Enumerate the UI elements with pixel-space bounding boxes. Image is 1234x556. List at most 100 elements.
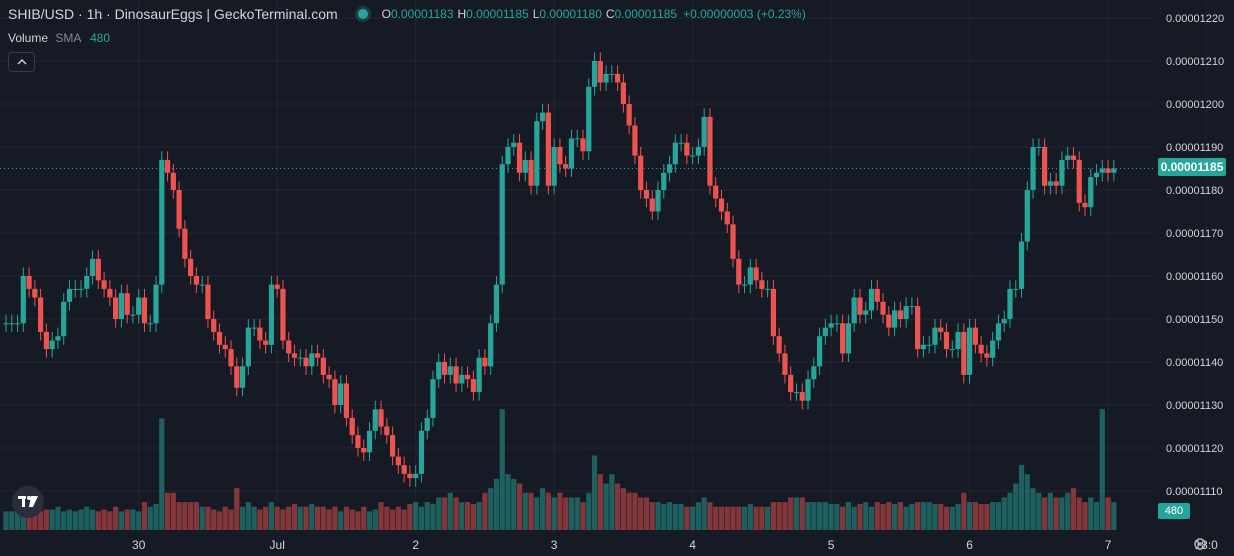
candle-body: [886, 314, 892, 328]
candle-body: [661, 172, 667, 190]
candle-body: [95, 258, 101, 281]
time-tick-label: 2: [412, 538, 419, 552]
candle-body: [891, 310, 898, 328]
volume-bar: [211, 509, 217, 530]
volume-bar: [886, 502, 892, 530]
collapse-legend-button[interactable]: [8, 52, 35, 72]
volume-bar: [1059, 497, 1065, 530]
candle-body: [176, 190, 182, 229]
candle-body: [736, 258, 742, 285]
volume-ma-type: SMA: [55, 31, 81, 45]
volume-bar: [626, 492, 632, 530]
volume-bar: [932, 503, 938, 530]
candle-body: [707, 116, 713, 186]
candle-body: [1093, 172, 1100, 178]
volume-bar: [453, 497, 459, 530]
volume-bar: [707, 502, 713, 530]
candle-body: [251, 327, 257, 329]
candle-body: [718, 198, 725, 212]
candle-body: [1042, 147, 1048, 186]
volume-bar: [61, 511, 67, 530]
volume-bar: [574, 497, 580, 530]
candle-body: [199, 284, 205, 286]
candle-body: [268, 284, 275, 345]
candle-body: [505, 147, 511, 165]
volume-bar: [274, 506, 280, 530]
candle-body: [493, 284, 500, 324]
volume-bar: [1082, 502, 1088, 530]
volume-bar: [955, 503, 961, 530]
volume-bar: [84, 506, 90, 530]
candle-body: [995, 323, 1002, 341]
candle-body: [436, 362, 442, 380]
candle-body: [1053, 181, 1059, 186]
candle-body: [528, 159, 534, 186]
volume-bar: [730, 506, 736, 530]
candle-body: [1065, 155, 1071, 160]
volume-bar: [66, 509, 73, 530]
volume-bar: [314, 506, 321, 530]
candle-body: [713, 185, 719, 199]
volume-bar: [765, 506, 771, 530]
candle-body: [372, 409, 378, 431]
candle-body: [430, 379, 436, 418]
candle-body: [730, 224, 736, 259]
price-tick-label: 0.00001140: [1166, 357, 1223, 369]
low-value: L0.00001180: [532, 7, 602, 21]
candle-body: [338, 383, 344, 405]
candle-body: [966, 327, 973, 375]
volume-bar: [1042, 497, 1048, 530]
candle-body: [880, 301, 886, 315]
candle-body: [66, 288, 73, 302]
volume-bar: [182, 502, 188, 530]
volume-ma-length: 480: [90, 31, 111, 45]
chevron-up-icon: [17, 59, 26, 65]
gear-icon[interactable]: [1192, 536, 1208, 552]
volume-bar: [736, 506, 742, 530]
candle-body: [1099, 168, 1105, 173]
volume-bar: [418, 506, 425, 530]
price-tick-label: 0.00001150: [1166, 314, 1223, 326]
tradingview-logo-icon[interactable]: [12, 486, 44, 518]
volume-bar: [1053, 497, 1059, 530]
candle-body: [591, 61, 598, 87]
candle-body: [9, 323, 15, 325]
volume-bar: [430, 503, 436, 530]
candle-body: [286, 340, 292, 354]
volume-bar: [1105, 497, 1111, 530]
gear-glyph: [1194, 538, 1206, 550]
volume-bar: [222, 506, 228, 530]
candle-body: [557, 147, 563, 165]
volume-bar: [193, 502, 200, 530]
candle-body: [586, 86, 592, 152]
volume-bar: [938, 503, 944, 530]
volume-bar: [465, 502, 471, 530]
volume-bar: [868, 506, 875, 530]
candle-body: [759, 280, 765, 289]
candle-body: [563, 164, 569, 169]
volume-bar: [159, 418, 165, 530]
candle-body: [205, 284, 211, 319]
volume-bar: [984, 503, 990, 530]
volume-legend[interactable]: Volume SMA 480: [8, 31, 110, 45]
volume-bar: [280, 509, 286, 530]
candle-body: [32, 288, 38, 298]
candle-body: [926, 344, 932, 346]
candle-body: [274, 284, 280, 289]
volume-bar: [72, 511, 78, 530]
volume-bar: [14, 511, 21, 530]
candle-body: [620, 82, 626, 104]
candle-body: [49, 340, 55, 350]
candle-body: [291, 353, 298, 358]
candle-body: [834, 323, 840, 325]
volume-bar: [118, 511, 124, 530]
candle-body: [332, 379, 338, 405]
candle-body: [1007, 288, 1013, 319]
candle-body: [413, 473, 419, 479]
volume-bar: [747, 503, 753, 530]
volume-bar: [26, 506, 32, 530]
volume-bar: [1007, 492, 1013, 530]
candle-body: [61, 301, 67, 337]
symbol-title[interactable]: SHIB/USD · 1h · DinosaurEggs | GeckoTerm…: [8, 6, 338, 22]
